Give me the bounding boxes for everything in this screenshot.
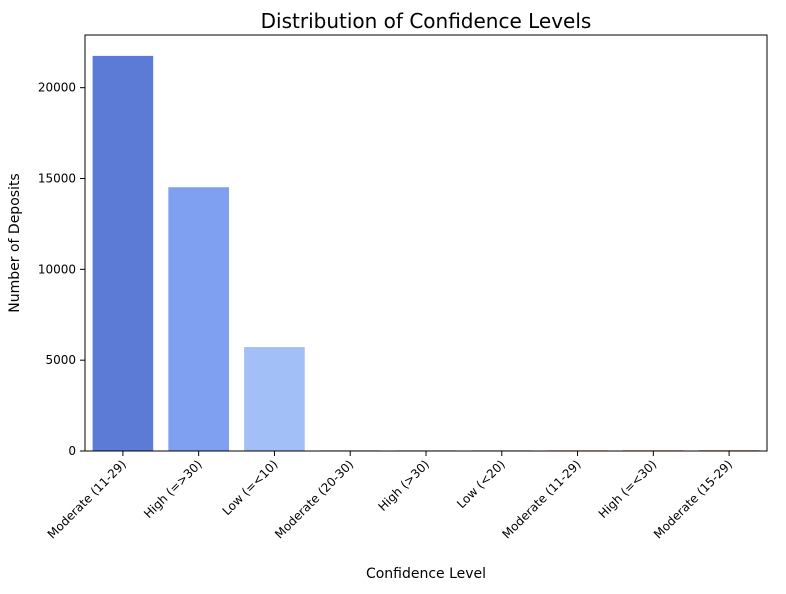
bar-1: [92, 55, 154, 451]
y-tick-label-2: 5000: [45, 353, 76, 367]
x-tick-label-5: High (>30): [375, 457, 432, 514]
y-tick-label-5: 20000: [38, 81, 76, 95]
x-tick-label-8: High (=<30): [596, 457, 660, 521]
y-axis: 0 5000 10000 15000 20000: [38, 81, 85, 458]
x-tick-label-1: Moderate (11-29): [45, 457, 129, 541]
chart-title: Distribution of Confidence Levels: [261, 9, 592, 33]
bar-3: [244, 347, 305, 451]
y-axis-label: Number of Deposits: [7, 173, 23, 312]
x-tick-label-6: Low (<20): [454, 457, 508, 511]
bar-2: [168, 187, 229, 451]
bars-layer: [92, 55, 760, 451]
y-tick-label-3: 10000: [38, 262, 76, 276]
x-tick-label-4: Moderate (20-30): [272, 457, 356, 541]
x-tick-label-3: Low (=<10): [220, 457, 281, 518]
x-axis-label: Confidence Level: [366, 566, 486, 582]
x-tick-label-2: High (=>30): [141, 457, 205, 521]
x-tick-label-9: Moderate (15-29): [651, 457, 735, 541]
y-tick-label-1: 0: [68, 444, 76, 458]
x-axis: Moderate (11-29) High (=>30) Low (=<10)Mod…: [45, 451, 735, 541]
y-tick-label-4: 15000: [38, 172, 76, 186]
x-tick-label-7: Moderate (11-29): [499, 457, 583, 541]
